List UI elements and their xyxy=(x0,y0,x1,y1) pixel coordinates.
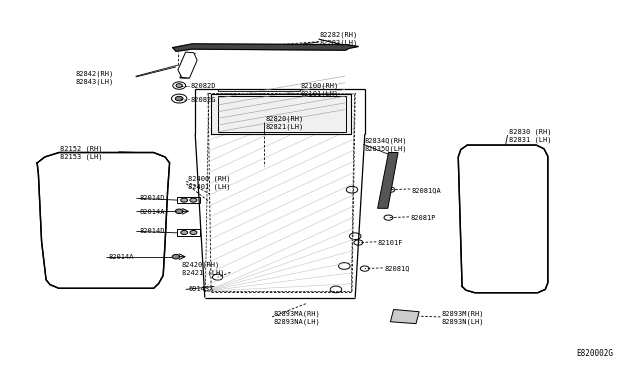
Text: 82014A: 82014A xyxy=(109,254,134,260)
Circle shape xyxy=(190,198,197,202)
Polygon shape xyxy=(173,44,358,51)
Polygon shape xyxy=(378,153,398,208)
Text: 82082G: 82082G xyxy=(191,97,216,103)
Text: 82014D: 82014D xyxy=(140,195,165,201)
Text: 82820(RH)
82821(LH): 82820(RH) 82821(LH) xyxy=(266,116,304,130)
Text: 82152 (RH)
82153 (LH): 82152 (RH) 82153 (LH) xyxy=(60,145,102,160)
Text: 82834Q(RH)
82835Q(LH): 82834Q(RH) 82835Q(LH) xyxy=(365,138,407,152)
Text: 82400 (RH)
82401 (LH): 82400 (RH) 82401 (LH) xyxy=(188,175,230,189)
Bar xyxy=(177,197,200,203)
Polygon shape xyxy=(205,93,355,292)
Circle shape xyxy=(180,198,188,202)
Polygon shape xyxy=(178,52,197,78)
Bar xyxy=(177,229,200,236)
Text: E820002G: E820002G xyxy=(576,349,613,358)
Text: 82081P: 82081P xyxy=(410,215,436,221)
Text: 82081Q: 82081Q xyxy=(385,266,410,272)
Text: 82014D: 82014D xyxy=(140,228,165,234)
Text: 82842(RH)
82843(LH): 82842(RH) 82843(LH) xyxy=(76,71,114,85)
Polygon shape xyxy=(458,145,548,293)
Text: 82100(RH)
82101(LH): 82100(RH) 82101(LH) xyxy=(301,82,339,96)
Text: 82420(RH)
82421 (LH): 82420(RH) 82421 (LH) xyxy=(182,262,224,276)
Circle shape xyxy=(175,96,183,101)
Text: 82101F: 82101F xyxy=(378,240,403,246)
Circle shape xyxy=(190,231,197,234)
Circle shape xyxy=(175,209,183,214)
Circle shape xyxy=(180,231,188,234)
Polygon shape xyxy=(211,94,351,134)
Text: 82081QA: 82081QA xyxy=(412,187,441,193)
Polygon shape xyxy=(180,70,191,78)
Polygon shape xyxy=(390,310,419,324)
Text: 82082D: 82082D xyxy=(191,83,216,89)
Text: 82830 (RH)
82831 (LH): 82830 (RH) 82831 (LH) xyxy=(509,129,552,143)
Text: 82893MA(RH)
82893NA(LH): 82893MA(RH) 82893NA(LH) xyxy=(273,311,320,325)
Text: 82014A: 82014A xyxy=(140,209,165,215)
Text: 69143X: 69143X xyxy=(189,286,214,292)
Circle shape xyxy=(172,254,180,259)
Text: 82282(RH)
82283(LH): 82282(RH) 82283(LH) xyxy=(320,32,358,46)
Text: 82893M(RH)
82893N(LH): 82893M(RH) 82893N(LH) xyxy=(442,311,484,325)
Polygon shape xyxy=(37,153,170,288)
Circle shape xyxy=(176,84,182,87)
